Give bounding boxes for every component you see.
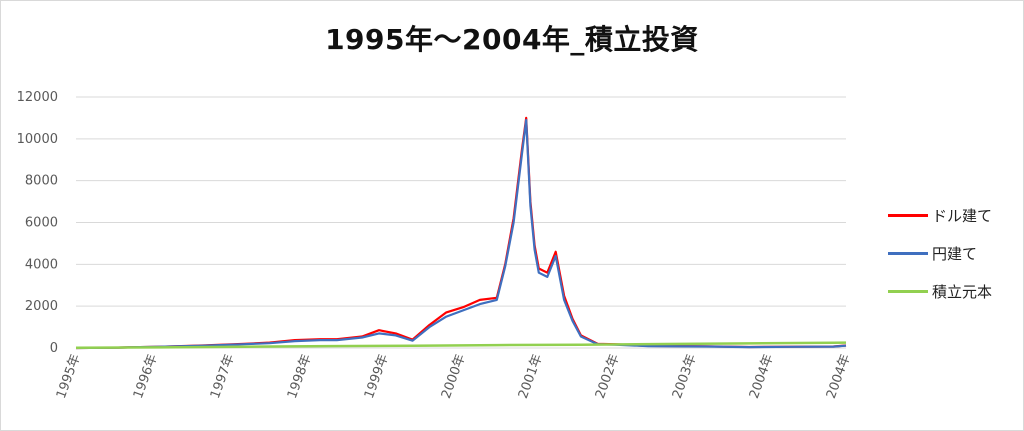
x-tick-label: 1996年 xyxy=(131,352,161,400)
chart-title: 1995年～2004年_積立投資 xyxy=(325,23,699,56)
x-tick-label: 2004年 xyxy=(747,352,777,400)
x-tick-label: 2003年 xyxy=(670,352,700,400)
x-tick-label: 1999年 xyxy=(362,352,392,400)
legend-label: 円建て xyxy=(932,245,978,263)
x-tick-label: 1997年 xyxy=(208,352,238,400)
y-tick-label: 2000 xyxy=(25,299,58,314)
series-line-1 xyxy=(75,116,847,350)
x-tick-label: 1995年 xyxy=(54,352,84,400)
y-tick-label: 10000 xyxy=(17,132,58,147)
x-tick-label: 2002年 xyxy=(593,352,623,400)
legend-swatch xyxy=(888,252,928,255)
y-tick-label: 4000 xyxy=(25,257,58,272)
x-tick-label: 2001年 xyxy=(516,352,546,400)
y-tick-label: 8000 xyxy=(25,174,58,189)
legend-swatch xyxy=(888,290,928,293)
y-tick-label: 12000 xyxy=(17,90,58,105)
x-tick-label: 2000年 xyxy=(439,352,469,400)
legend-label: 積立元本 xyxy=(932,283,993,301)
legend-swatch xyxy=(888,214,928,217)
series-line-2 xyxy=(75,118,847,350)
y-tick-label: 0 xyxy=(50,341,58,356)
series-line-3 xyxy=(75,341,847,350)
x-tick-label: 2004年 xyxy=(824,352,854,400)
legend-label: ドル建て xyxy=(932,207,993,225)
x-tick-label: 1998年 xyxy=(285,352,315,400)
y-tick-label: 6000 xyxy=(25,216,58,231)
